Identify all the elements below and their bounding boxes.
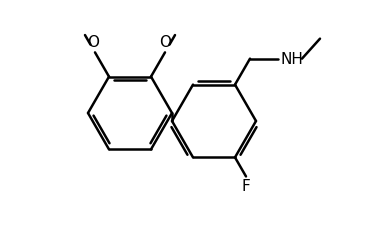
Text: O: O: [159, 35, 171, 50]
Text: NH: NH: [280, 52, 303, 67]
Text: O: O: [87, 35, 99, 50]
Text: F: F: [242, 179, 250, 194]
